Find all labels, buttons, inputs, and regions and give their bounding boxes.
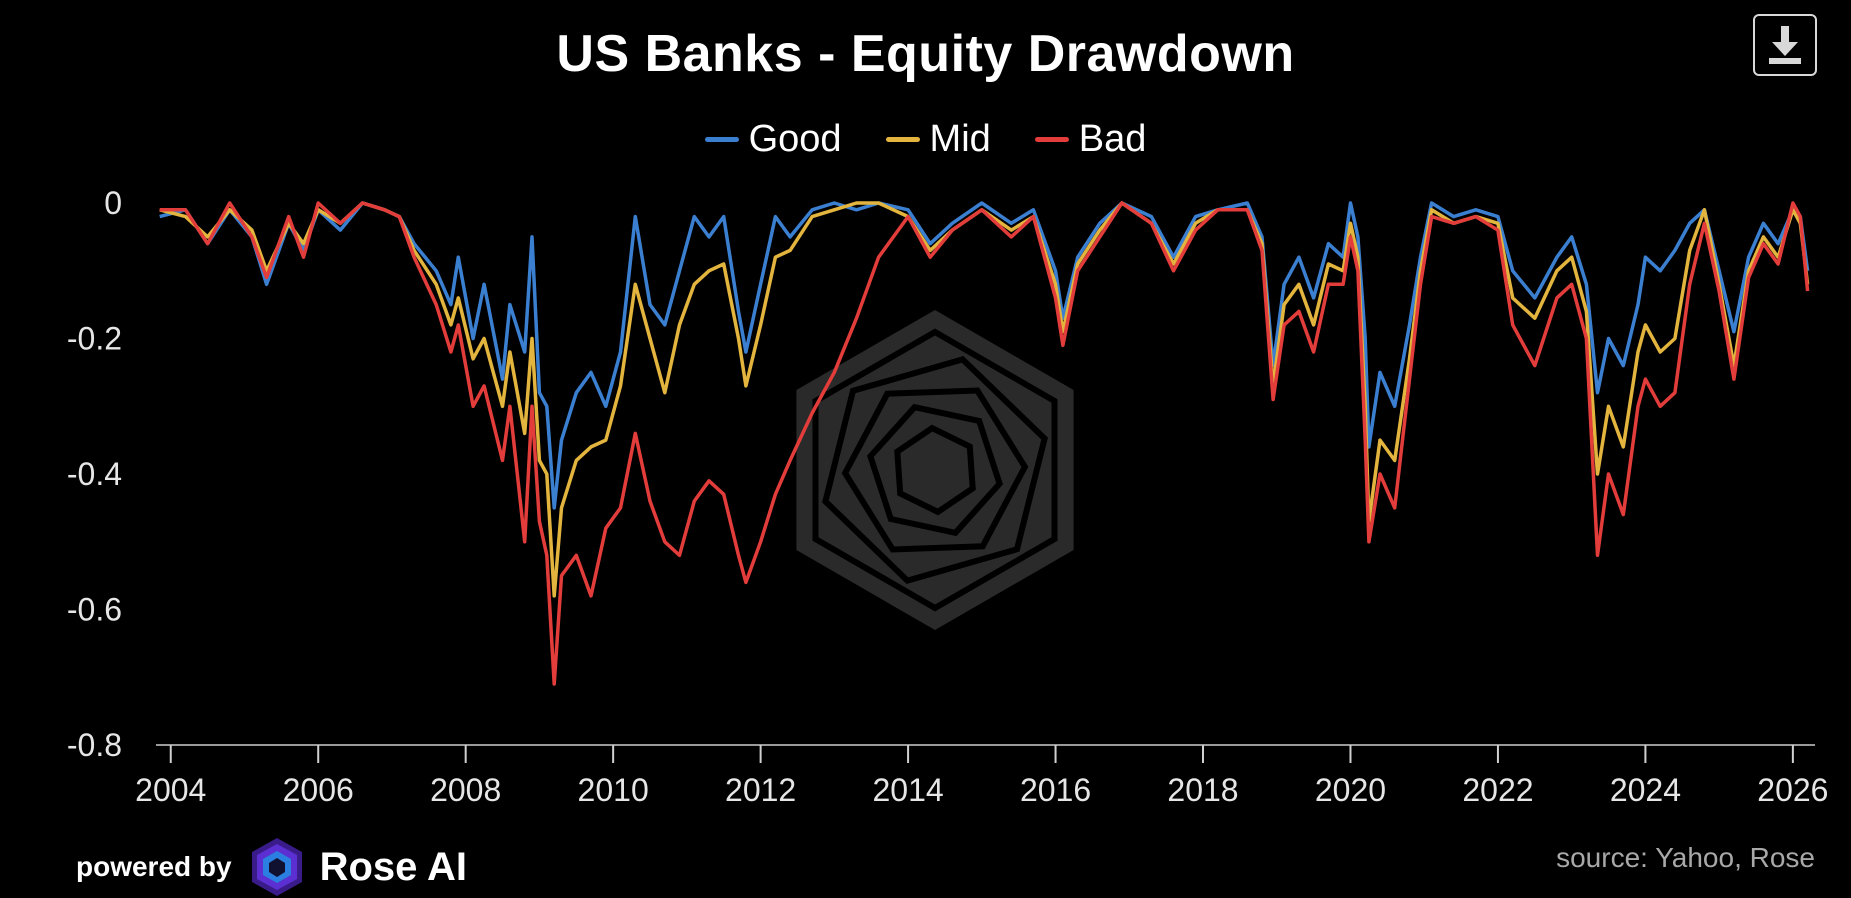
x-tick-label: 2016 <box>1020 772 1091 808</box>
powered-by-text: powered by <box>76 851 232 882</box>
x-tick-label: 2008 <box>430 772 501 808</box>
watermark-ring <box>841 387 1029 553</box>
rose-watermark-logo <box>796 310 1074 630</box>
y-tick-label: -0.6 <box>67 592 122 628</box>
y-tick-label: 0 <box>104 185 122 221</box>
watermark-ring <box>822 356 1048 584</box>
x-tick-label: 2024 <box>1610 772 1681 808</box>
y-tick-label: -0.2 <box>67 321 122 357</box>
legend-label-good: Good <box>748 118 842 160</box>
source-note: source: Yahoo, Rose <box>1556 842 1815 873</box>
watermark-hexagon <box>796 310 1074 630</box>
x-tick-label: 2018 <box>1167 772 1238 808</box>
legend-label-mid: Mid <box>929 118 991 160</box>
watermark-ring <box>867 403 1003 537</box>
chart-plot-area: 2004 2006 2008 2010 2012 2014 2016 2018 2020 2022… <box>67 185 1829 808</box>
download-button[interactable] <box>1753 14 1817 76</box>
x-tick-label: 2006 <box>283 772 354 808</box>
series-line-bad <box>159 201 1810 686</box>
x-tick-label: 2026 <box>1757 772 1828 808</box>
legend-swatch-mid <box>885 137 920 142</box>
chart-title: US Banks - Equity Drawdown <box>556 25 1295 83</box>
series-line-mid <box>159 201 1810 598</box>
legend-item-bad[interactable]: Bad <box>1034 118 1147 161</box>
x-tick-label: 2022 <box>1462 772 1533 808</box>
x-tick-label: 2010 <box>578 772 649 808</box>
legend-item-mid[interactable]: Mid <box>885 118 991 161</box>
x-tick-label: 2014 <box>872 772 943 808</box>
x-tick-label: 2020 <box>1315 772 1386 808</box>
series-line-good <box>159 201 1810 510</box>
legend-label-bad: Bad <box>1078 118 1147 160</box>
legend-item-good[interactable]: Good <box>704 118 842 161</box>
legend-swatch-good <box>704 137 739 142</box>
rose-ai-brand: Rose AI <box>319 844 468 889</box>
powered-by-footer: powered by Rose AI <box>76 836 467 898</box>
legend-swatch-bad <box>1034 137 1069 142</box>
chart-legend: Good Mid Bad <box>0 118 1851 161</box>
watermark-ring <box>812 328 1058 612</box>
download-icon <box>1769 26 1801 64</box>
y-tick-label: -0.4 <box>67 456 122 492</box>
y-tick-label: -0.8 <box>67 727 122 763</box>
watermark-ring <box>894 424 976 516</box>
x-tick-label: 2012 <box>725 772 796 808</box>
x-tick-label: 2004 <box>135 772 206 808</box>
rose-ai-logo-icon <box>251 838 302 896</box>
